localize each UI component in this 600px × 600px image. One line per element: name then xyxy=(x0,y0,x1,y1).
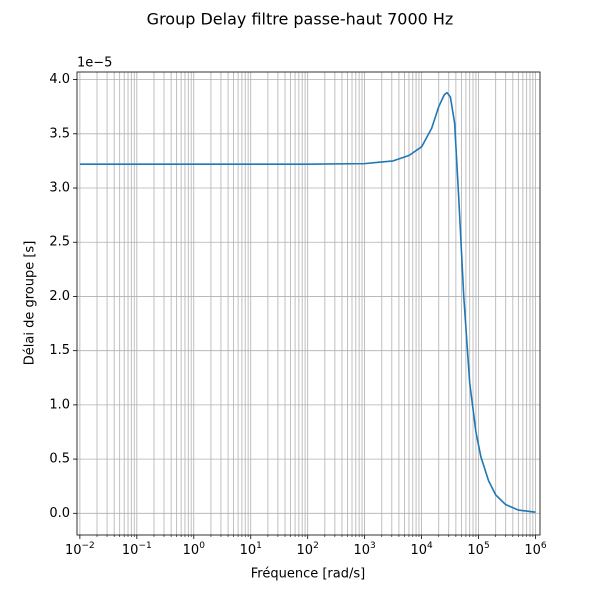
y-tick-label: 2.5 xyxy=(49,235,70,250)
y-tick-label: 0.0 xyxy=(49,506,70,521)
x-tick-label: 104 xyxy=(410,541,433,558)
x-tick-base: 10 xyxy=(524,543,541,558)
chart-title: Group Delay filtre passe-haut 7000 Hz xyxy=(147,10,454,29)
y-tick-label: 1.5 xyxy=(49,343,70,358)
y-tick-label: 3.5 xyxy=(49,126,70,141)
x-tick-label: 102 xyxy=(297,541,319,558)
x-tick-base: 10 xyxy=(467,543,484,558)
x-tick-base: 10 xyxy=(183,543,200,558)
x-tick-label: 101 xyxy=(240,541,262,558)
plot-frame xyxy=(76,71,541,536)
y-tick-label: 3.0 xyxy=(49,181,70,196)
x-tick-exponent: 3 xyxy=(370,541,376,551)
x-tick-base: 10 xyxy=(353,543,370,558)
y-axis-label: Délai de groupe [s] xyxy=(23,241,38,366)
y-tick-label: 2.0 xyxy=(49,289,70,304)
y-tick-label: 4.0 xyxy=(49,72,70,87)
x-tick-base: 10 xyxy=(122,543,139,558)
x-tick-exponent: 2 xyxy=(313,541,319,551)
x-tick-base: 10 xyxy=(297,543,314,558)
x-tick-exponent: 5 xyxy=(484,541,490,551)
x-tick-label: 106 xyxy=(524,541,547,558)
x-tick-base: 10 xyxy=(240,543,257,558)
x-tick-exponent: 1 xyxy=(256,541,262,551)
x-tick-label: 103 xyxy=(353,541,375,558)
y-tick-label: 0.5 xyxy=(49,452,70,467)
x-tick-base: 10 xyxy=(410,543,427,558)
x-tick-exponent: −1 xyxy=(138,541,151,551)
x-tick-base: 10 xyxy=(65,543,82,558)
y-offset-text: 1e−5 xyxy=(77,56,112,71)
x-tick-label: 105 xyxy=(467,541,489,558)
x-axis-label: Fréquence [rad/s] xyxy=(251,567,365,582)
x-tick-label: 100 xyxy=(183,541,206,558)
x-tick-label: 10−1 xyxy=(122,541,152,558)
y-tick-label: 1.0 xyxy=(49,397,70,412)
x-tick-exponent: −2 xyxy=(82,541,95,551)
x-tick-exponent: 4 xyxy=(427,541,433,551)
x-tick-exponent: 6 xyxy=(541,541,547,551)
x-tick-label: 10−2 xyxy=(65,541,95,558)
data-line xyxy=(79,91,536,514)
x-tick-exponent: 0 xyxy=(199,541,205,551)
